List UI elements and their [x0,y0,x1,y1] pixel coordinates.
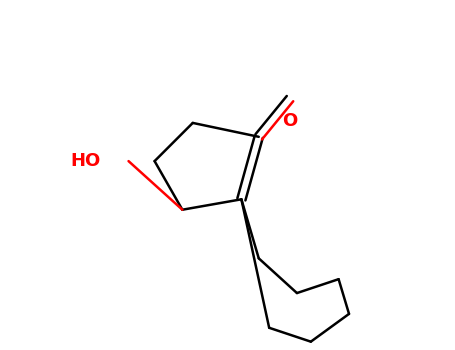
Text: HO: HO [71,152,101,170]
Text: O: O [283,112,298,131]
